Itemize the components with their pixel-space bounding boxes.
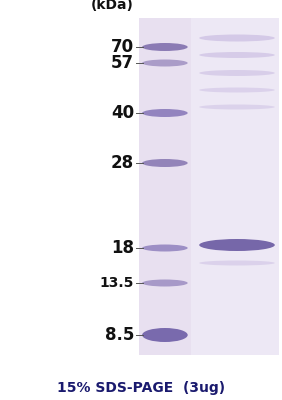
Ellipse shape (142, 159, 188, 167)
Text: 57: 57 (111, 54, 134, 72)
Ellipse shape (199, 88, 275, 92)
Ellipse shape (199, 260, 275, 266)
Text: 13.5: 13.5 (100, 276, 134, 290)
Text: 70: 70 (111, 38, 134, 56)
Text: (kDa): (kDa) (91, 0, 134, 12)
Ellipse shape (199, 239, 275, 251)
Text: 18: 18 (111, 239, 134, 257)
Ellipse shape (199, 52, 275, 58)
Ellipse shape (199, 70, 275, 76)
Bar (139, 18, 279, 355)
Ellipse shape (142, 328, 188, 342)
Text: 40: 40 (111, 104, 134, 122)
Text: 8.5: 8.5 (105, 326, 134, 344)
Ellipse shape (142, 109, 188, 117)
Text: 15% SDS-PAGE  (3ug): 15% SDS-PAGE (3ug) (57, 381, 225, 395)
Ellipse shape (142, 60, 188, 66)
Text: 28: 28 (111, 154, 134, 172)
Ellipse shape (142, 244, 188, 252)
Ellipse shape (142, 43, 188, 51)
Bar (139, 18, 191, 355)
Ellipse shape (199, 34, 275, 42)
Ellipse shape (199, 104, 275, 110)
Ellipse shape (142, 280, 188, 286)
